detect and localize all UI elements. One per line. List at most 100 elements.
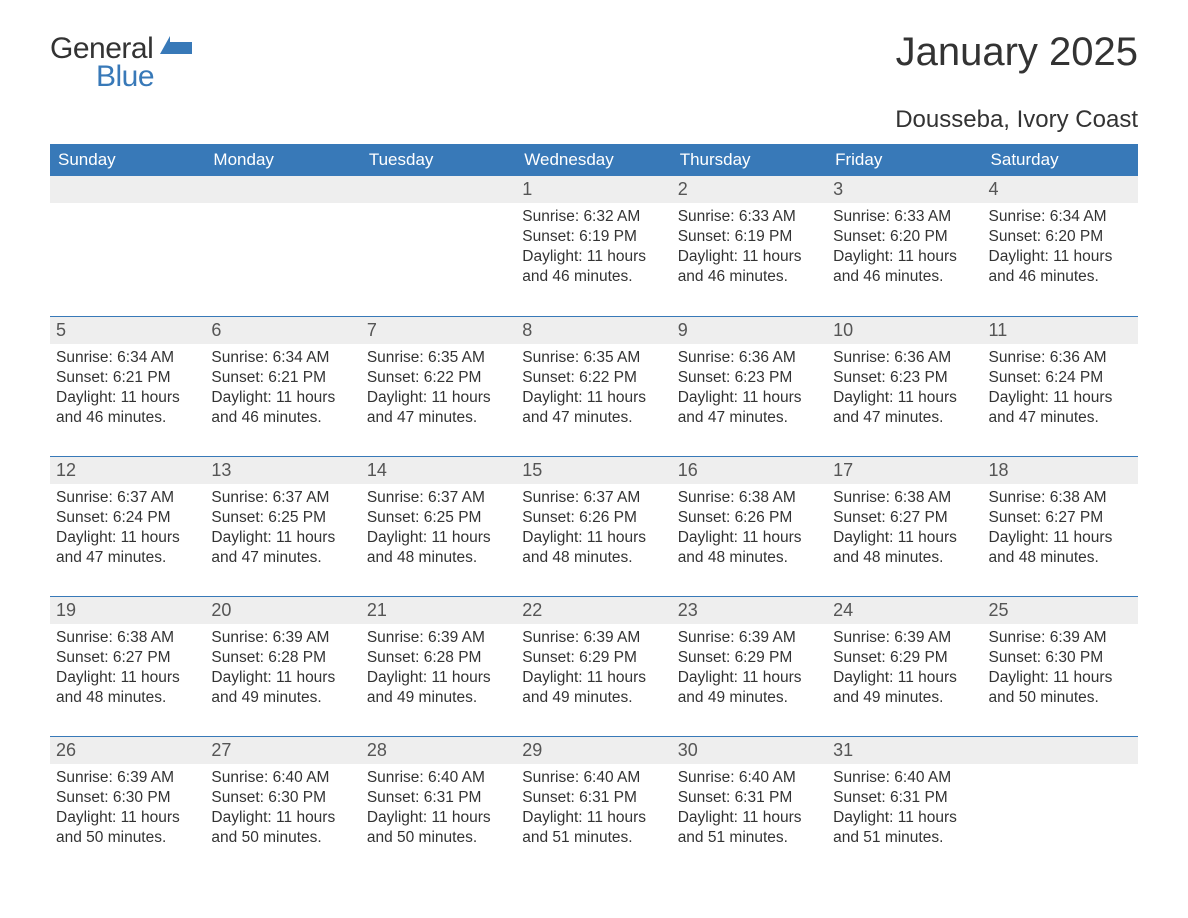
- day-content: Sunrise: 6:38 AMSunset: 6:27 PMDaylight:…: [827, 484, 982, 579]
- daylight-line: Daylight: 11 hours and 49 minutes.: [678, 668, 821, 708]
- sunset-label: Sunset:: [211, 509, 268, 526]
- daylight-line: Daylight: 11 hours and 50 minutes.: [211, 808, 354, 848]
- day-number: 23: [672, 596, 827, 624]
- sunrise-value: 6:38 AM: [1050, 489, 1107, 506]
- calendar-cell: 14Sunrise: 6:37 AMSunset: 6:25 PMDayligh…: [361, 456, 516, 596]
- daylight-line: Daylight: 11 hours and 47 minutes.: [678, 388, 821, 428]
- sunrise-line: Sunrise: 6:39 AM: [211, 628, 354, 648]
- sunset-label: Sunset:: [989, 509, 1046, 526]
- daylight-line: Daylight: 11 hours and 47 minutes.: [989, 388, 1132, 428]
- calendar-cell: 8Sunrise: 6:35 AMSunset: 6:22 PMDaylight…: [516, 316, 671, 456]
- calendar-cell: 29Sunrise: 6:40 AMSunset: 6:31 PMDayligh…: [516, 736, 671, 876]
- sunrise-label: Sunrise:: [522, 489, 583, 506]
- sunset-label: Sunset:: [522, 789, 579, 806]
- sunrise-value: 6:39 AM: [739, 629, 796, 646]
- calendar-cell: [983, 736, 1138, 876]
- sunset-value: 6:31 PM: [424, 789, 482, 806]
- sunrise-label: Sunrise:: [989, 629, 1050, 646]
- day-content: Sunrise: 6:39 AMSunset: 6:30 PMDaylight:…: [983, 624, 1138, 719]
- sunrise-label: Sunrise:: [678, 629, 739, 646]
- daylight-label: Daylight:: [522, 669, 587, 686]
- sunrise-label: Sunrise:: [367, 769, 428, 786]
- daylight-label: Daylight:: [367, 669, 432, 686]
- sunset-label: Sunset:: [989, 649, 1046, 666]
- day-number: 15: [516, 456, 671, 484]
- sunset-line: Sunset: 6:29 PM: [522, 648, 665, 668]
- sunrise-label: Sunrise:: [211, 769, 272, 786]
- page-title: January 2025: [896, 30, 1138, 75]
- sunset-label: Sunset:: [678, 649, 735, 666]
- sunset-label: Sunset:: [833, 509, 890, 526]
- daylight-label: Daylight:: [678, 248, 743, 265]
- calendar-cell: 3Sunrise: 6:33 AMSunset: 6:20 PMDaylight…: [827, 176, 982, 316]
- sunset-value: 6:28 PM: [268, 649, 326, 666]
- day-number: 25: [983, 596, 1138, 624]
- day-content: Sunrise: 6:33 AMSunset: 6:20 PMDaylight:…: [827, 203, 982, 298]
- sunrise-line: Sunrise: 6:40 AM: [367, 768, 510, 788]
- calendar-cell: 11Sunrise: 6:36 AMSunset: 6:24 PMDayligh…: [983, 316, 1138, 456]
- sunrise-line: Sunrise: 6:39 AM: [56, 768, 199, 788]
- sunrise-line: Sunrise: 6:39 AM: [678, 628, 821, 648]
- day-content: Sunrise: 6:32 AMSunset: 6:19 PMDaylight:…: [516, 203, 671, 298]
- day-number: 27: [205, 736, 360, 764]
- sunset-value: 6:22 PM: [579, 369, 637, 386]
- calendar-week: 5Sunrise: 6:34 AMSunset: 6:21 PMDaylight…: [50, 316, 1138, 456]
- sunrise-label: Sunrise:: [678, 349, 739, 366]
- sunset-label: Sunset:: [211, 649, 268, 666]
- sunset-line: Sunset: 6:31 PM: [522, 788, 665, 808]
- daylight-label: Daylight:: [367, 809, 432, 826]
- sunset-value: 6:30 PM: [1045, 649, 1103, 666]
- daylight-line: Daylight: 11 hours and 51 minutes.: [833, 808, 976, 848]
- day-number: 21: [361, 596, 516, 624]
- sunset-value: 6:31 PM: [890, 789, 948, 806]
- sunset-label: Sunset:: [56, 369, 113, 386]
- calendar-week: 12Sunrise: 6:37 AMSunset: 6:24 PMDayligh…: [50, 456, 1138, 596]
- sunrise-value: 6:37 AM: [117, 489, 174, 506]
- day-content: Sunrise: 6:39 AMSunset: 6:28 PMDaylight:…: [361, 624, 516, 719]
- calendar-cell: 2Sunrise: 6:33 AMSunset: 6:19 PMDaylight…: [672, 176, 827, 316]
- sunset-value: 6:29 PM: [890, 649, 948, 666]
- daylight-line: Daylight: 11 hours and 46 minutes.: [522, 247, 665, 287]
- day-number: 24: [827, 596, 982, 624]
- day-content: Sunrise: 6:38 AMSunset: 6:27 PMDaylight:…: [983, 484, 1138, 579]
- sunset-value: 6:19 PM: [579, 228, 637, 245]
- sunrise-value: 6:39 AM: [117, 769, 174, 786]
- day-content: Sunrise: 6:33 AMSunset: 6:19 PMDaylight:…: [672, 203, 827, 298]
- day-number: 5: [50, 316, 205, 344]
- sunset-value: 6:27 PM: [113, 649, 171, 666]
- calendar-table: SundayMondayTuesdayWednesdayThursdayFrid…: [50, 144, 1138, 876]
- daylight-line: Daylight: 11 hours and 46 minutes.: [833, 247, 976, 287]
- sunset-label: Sunset:: [678, 789, 735, 806]
- calendar-cell: 5Sunrise: 6:34 AMSunset: 6:21 PMDaylight…: [50, 316, 205, 456]
- sunset-value: 6:26 PM: [579, 509, 637, 526]
- daylight-label: Daylight:: [678, 529, 743, 546]
- sunrise-value: 6:40 AM: [739, 769, 796, 786]
- sunset-line: Sunset: 6:31 PM: [678, 788, 821, 808]
- day-content: Sunrise: 6:39 AMSunset: 6:28 PMDaylight:…: [205, 624, 360, 719]
- logo-text-wrap: General Blue: [50, 30, 194, 94]
- daylight-label: Daylight:: [678, 669, 743, 686]
- sunrise-value: 6:40 AM: [894, 769, 951, 786]
- sunrise-line: Sunrise: 6:38 AM: [56, 628, 199, 648]
- weekday-header: Friday: [827, 144, 982, 176]
- sunrise-line: Sunrise: 6:37 AM: [367, 488, 510, 508]
- daylight-line: Daylight: 11 hours and 51 minutes.: [522, 808, 665, 848]
- weekday-header: Wednesday: [516, 144, 671, 176]
- sunrise-line: Sunrise: 6:36 AM: [678, 348, 821, 368]
- sunrise-label: Sunrise:: [211, 489, 272, 506]
- sunset-value: 6:30 PM: [268, 789, 326, 806]
- sunset-line: Sunset: 6:27 PM: [56, 648, 199, 668]
- daylight-label: Daylight:: [522, 809, 587, 826]
- sunset-line: Sunset: 6:20 PM: [989, 227, 1132, 247]
- day-content: Sunrise: 6:40 AMSunset: 6:31 PMDaylight:…: [672, 764, 827, 859]
- sunset-label: Sunset:: [522, 509, 579, 526]
- sunrise-value: 6:36 AM: [739, 349, 796, 366]
- sunset-value: 6:29 PM: [735, 649, 793, 666]
- calendar-cell: 15Sunrise: 6:37 AMSunset: 6:26 PMDayligh…: [516, 456, 671, 596]
- day-content: Sunrise: 6:38 AMSunset: 6:27 PMDaylight:…: [50, 624, 205, 719]
- sunrise-line: Sunrise: 6:40 AM: [522, 768, 665, 788]
- calendar-cell: 20Sunrise: 6:39 AMSunset: 6:28 PMDayligh…: [205, 596, 360, 736]
- sunset-value: 6:28 PM: [424, 649, 482, 666]
- daylight-line: Daylight: 11 hours and 46 minutes.: [989, 247, 1132, 287]
- weekday-header: Sunday: [50, 144, 205, 176]
